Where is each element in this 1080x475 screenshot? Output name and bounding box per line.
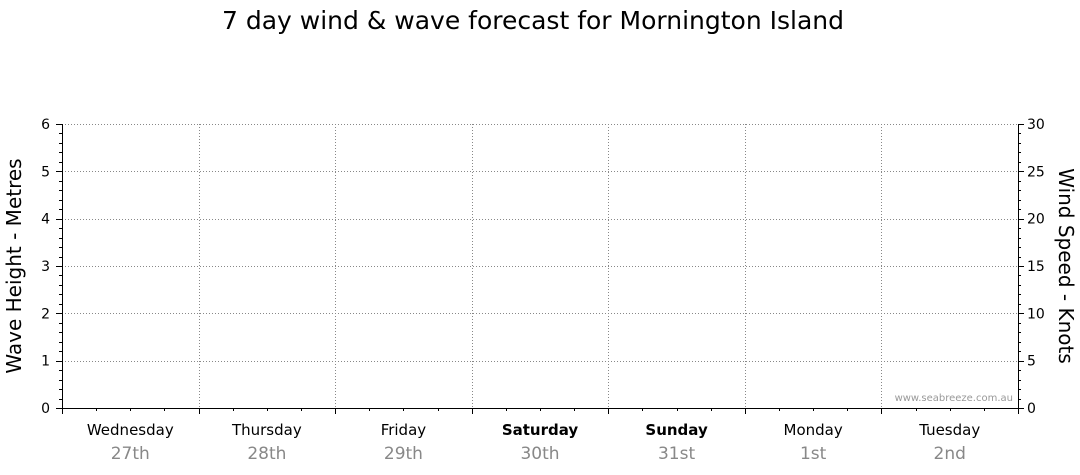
chart-title: 7 day wind & wave forecast for Morningto… [222,6,844,35]
right-tick-label: 10 [1027,306,1045,322]
axes [56,124,1024,414]
day-name-label: Wednesday [87,421,174,439]
left-tick-label: 1 [41,354,50,370]
left-tick-label: 0 [41,401,50,417]
day-name-label: Friday [381,421,427,439]
grid-lines [62,124,1018,408]
left-tick-label: 5 [41,164,50,180]
right-tick-label: 5 [1027,354,1036,370]
right-tick-label: 15 [1027,259,1045,275]
day-name-label: Thursday [231,421,302,439]
watermark-text: www.seabreeze.com.au [895,393,1013,404]
day-date-label: 30th [520,444,559,464]
left-axis-title: Wave Height - Metres [2,158,26,373]
left-tick-label: 6 [41,117,50,133]
right-tick-label: 20 [1027,212,1045,228]
day-date-label: 31st [658,444,695,464]
left-tick-label: 4 [41,212,50,228]
day-name-label: Sunday [645,421,708,439]
day-name-label: Tuesday [918,421,980,439]
day-name-label: Monday [784,421,843,439]
day-date-label: 2nd [934,444,966,464]
day-date-label: 27th [111,444,150,464]
right-tick-label: 25 [1027,164,1045,180]
day-date-label: 29th [384,444,423,464]
day-date-label: 1st [800,444,827,464]
day-name-label: Saturday [502,421,579,439]
left-tick-label: 2 [41,306,50,322]
right-tick-label: 0 [1027,401,1036,417]
day-date-label: 28th [247,444,286,464]
right-tick-label: 30 [1027,117,1045,133]
right-axis-title: Wind Speed - Knots [1054,168,1078,364]
left-tick-label: 3 [41,259,50,275]
axis-labels: 0 1 2 3 4 5 6 0 5 10 15 20 25 30 Wednesday 27th Thursday… [41,117,1045,464]
